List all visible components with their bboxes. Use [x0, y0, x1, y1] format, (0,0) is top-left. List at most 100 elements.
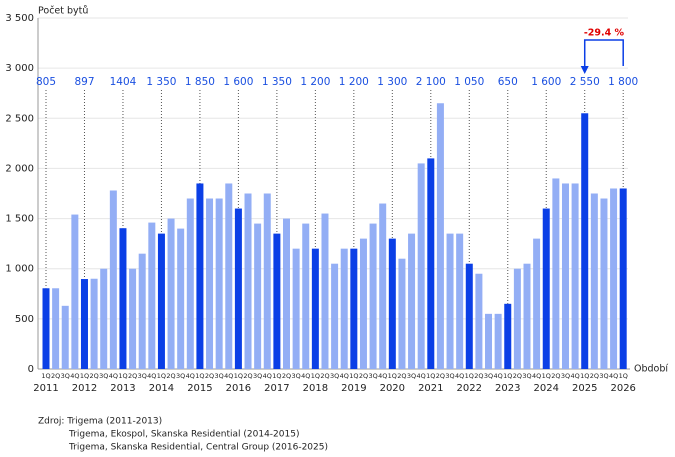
- bar: [311, 248, 319, 369]
- x-tick-label: 2Q: [243, 372, 252, 380]
- x-tick-label: 3Q: [291, 372, 300, 380]
- y-tick-label: 500: [15, 314, 34, 325]
- x-tick-label: 3Q: [561, 372, 570, 380]
- y-axis-label: Počet bytů: [38, 6, 88, 17]
- bar: [350, 248, 358, 369]
- x-tick-label: 4Q: [109, 372, 118, 380]
- value-label: 1 050: [454, 76, 484, 88]
- x-tick-label: 2Q: [89, 372, 98, 380]
- x-tick-label: 4Q: [532, 372, 541, 380]
- bar: [485, 313, 493, 369]
- x-tick-label: 3Q: [599, 372, 608, 380]
- year-label: 2014: [149, 383, 174, 394]
- bar: [80, 279, 88, 369]
- bar: [340, 248, 348, 369]
- bar: [148, 222, 156, 369]
- x-tick-label: 2Q: [436, 372, 445, 380]
- bar: [456, 233, 464, 369]
- year-label: 2023: [495, 383, 520, 394]
- bar: [590, 193, 598, 369]
- value-label: 2 550: [570, 76, 600, 88]
- year-label: 2022: [457, 383, 482, 394]
- x-tick-label: 2Q: [128, 372, 137, 380]
- x-tick-label: 1Q: [118, 372, 127, 380]
- x-tick-label: 4Q: [378, 372, 387, 380]
- arrow-head: [580, 66, 589, 74]
- x-tick-label: 1Q: [349, 372, 358, 380]
- year-label: 2013: [110, 383, 135, 394]
- x-tick-label: 4Q: [263, 372, 272, 380]
- x-tick-label: 3Q: [522, 372, 531, 380]
- x-tick-label: 1Q: [80, 372, 89, 380]
- x-tick-label: 4Q: [70, 372, 79, 380]
- value-label: 1 350: [146, 76, 176, 88]
- x-axis-label: Období: [634, 364, 668, 375]
- bar: [225, 183, 233, 369]
- value-label: 1 300: [377, 76, 407, 88]
- value-label: 1404: [110, 76, 137, 88]
- x-tick-label: 1Q: [503, 372, 512, 380]
- bar: [465, 263, 473, 369]
- value-label: 2 100: [416, 76, 446, 88]
- value-label: 1 850: [185, 76, 215, 88]
- x-tick-label: 4Q: [147, 372, 156, 380]
- x-tick-label: 3Q: [407, 372, 416, 380]
- x-tick-label: 4Q: [570, 372, 579, 380]
- y-tick-label: 2 000: [5, 163, 34, 174]
- bar: [206, 198, 214, 369]
- bar: [186, 198, 194, 369]
- x-tick-label: 1Q: [41, 372, 50, 380]
- year-label: 2024: [534, 383, 559, 394]
- x-tick-label: 1Q: [157, 372, 166, 380]
- bar: [129, 268, 137, 369]
- bar: [52, 288, 60, 369]
- y-tick-label: 2 500: [5, 113, 34, 124]
- bar: [436, 103, 444, 369]
- x-tick-label: 3Q: [99, 372, 108, 380]
- bar: [359, 238, 367, 369]
- bar: [292, 248, 300, 369]
- year-label: 2012: [72, 383, 97, 394]
- y-tick-label: 3 500: [5, 13, 34, 24]
- x-tick-label: 3Q: [215, 372, 224, 380]
- x-tick-label: 3Q: [368, 372, 377, 380]
- year-label: 2025: [572, 383, 597, 394]
- year-label: 2021: [418, 383, 443, 394]
- x-tick-label: 1Q: [542, 372, 551, 380]
- bar: [100, 268, 108, 369]
- source: Trigema, Ekospol, Skanska Residential (2…: [68, 430, 299, 440]
- bar: [254, 223, 262, 369]
- x-tick-label: 2Q: [474, 372, 483, 380]
- bar: [379, 203, 387, 369]
- x-tick-label: 2Q: [51, 372, 60, 380]
- year-label: 2017: [264, 383, 289, 394]
- bar: [61, 305, 69, 369]
- bar: [513, 268, 521, 369]
- bar: [494, 313, 502, 369]
- y-tick-label: 1 500: [5, 214, 34, 225]
- bar: [244, 193, 252, 369]
- x-tick-label: 3Q: [61, 372, 70, 380]
- bar: [71, 214, 79, 369]
- year-label: 2020: [380, 383, 405, 394]
- bar: [234, 208, 242, 369]
- bar: [388, 238, 396, 369]
- value-label: 1 350: [262, 76, 292, 88]
- value-label: 1 800: [608, 76, 638, 88]
- y-tick-label: 3 000: [5, 63, 34, 74]
- year-label: 2026: [610, 383, 635, 394]
- year-label: 2011: [33, 383, 58, 394]
- x-tick-label: 1Q: [388, 372, 397, 380]
- x-tick-label: 3Q: [253, 372, 262, 380]
- bar: [610, 188, 618, 369]
- bar: [561, 183, 569, 369]
- x-tick-label: 4Q: [186, 372, 195, 380]
- x-tick-label: 1Q: [619, 372, 628, 380]
- bar: [369, 223, 377, 369]
- x-tick-label: 3Q: [445, 372, 454, 380]
- bar: [283, 218, 290, 369]
- bar: [446, 233, 454, 369]
- y-tick-label: 0: [28, 364, 34, 375]
- y-tick-label: 1 000: [5, 264, 34, 275]
